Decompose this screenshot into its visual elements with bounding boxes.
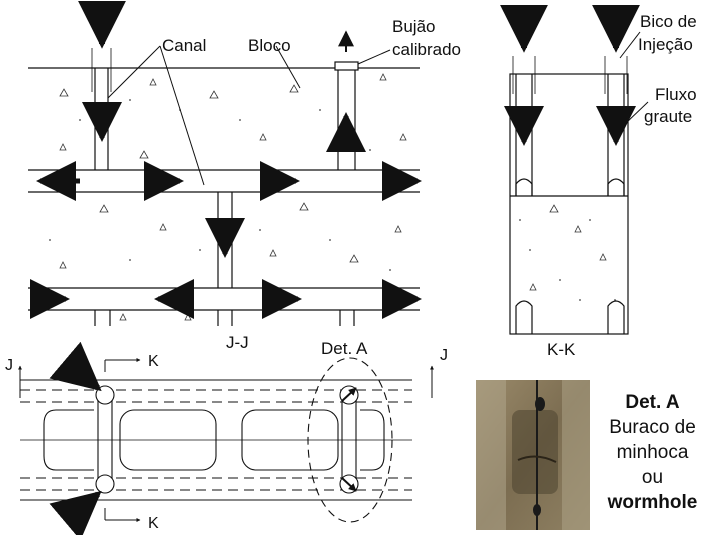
label-fluxo-2: graute [644,107,692,126]
caption-title: Det. A [625,392,680,413]
label-bico-1: Bico de [640,12,697,31]
plan-view [20,357,412,523]
caption-line3: ou [641,467,664,488]
caption-line1: Buraco de [609,417,696,438]
cut-markers [18,358,434,522]
label-fluxo-1: Fluxo [655,85,697,104]
wormhole-photo [476,380,590,530]
photo-caption: Det. A Buraco de minhoca ou wormhole [594,390,711,515]
label-bujao-1: Bujão [392,17,435,36]
label-cut-j-right: J [440,347,448,364]
label-section-jj: J-J [226,333,249,352]
section-kk [509,56,629,335]
label-bico-2: Injeção [638,35,693,54]
label-section-kk: K-K [547,340,576,359]
caption-line2: minhoca [616,442,689,463]
flow-arrows-kk [500,4,640,146]
plan-arrows [49,341,357,535]
injection-arrow-plan-top [49,341,102,392]
injection-arrow-plan-bottom [49,490,102,535]
label-det-a: Det. A [321,339,368,358]
concrete-dots [49,99,616,301]
label-bujao-2: calibrado [392,40,461,59]
flow-arrows-jj [30,0,422,319]
label-canal: Canal [162,36,206,55]
label-cut-k-bottom: K [148,515,159,532]
label-bloco: Bloco [248,36,291,55]
section-jj [28,48,420,326]
label-cut-k-top: K [148,353,159,370]
caption-term: wormhole [607,492,698,513]
label-cut-j-left: J [5,357,13,374]
